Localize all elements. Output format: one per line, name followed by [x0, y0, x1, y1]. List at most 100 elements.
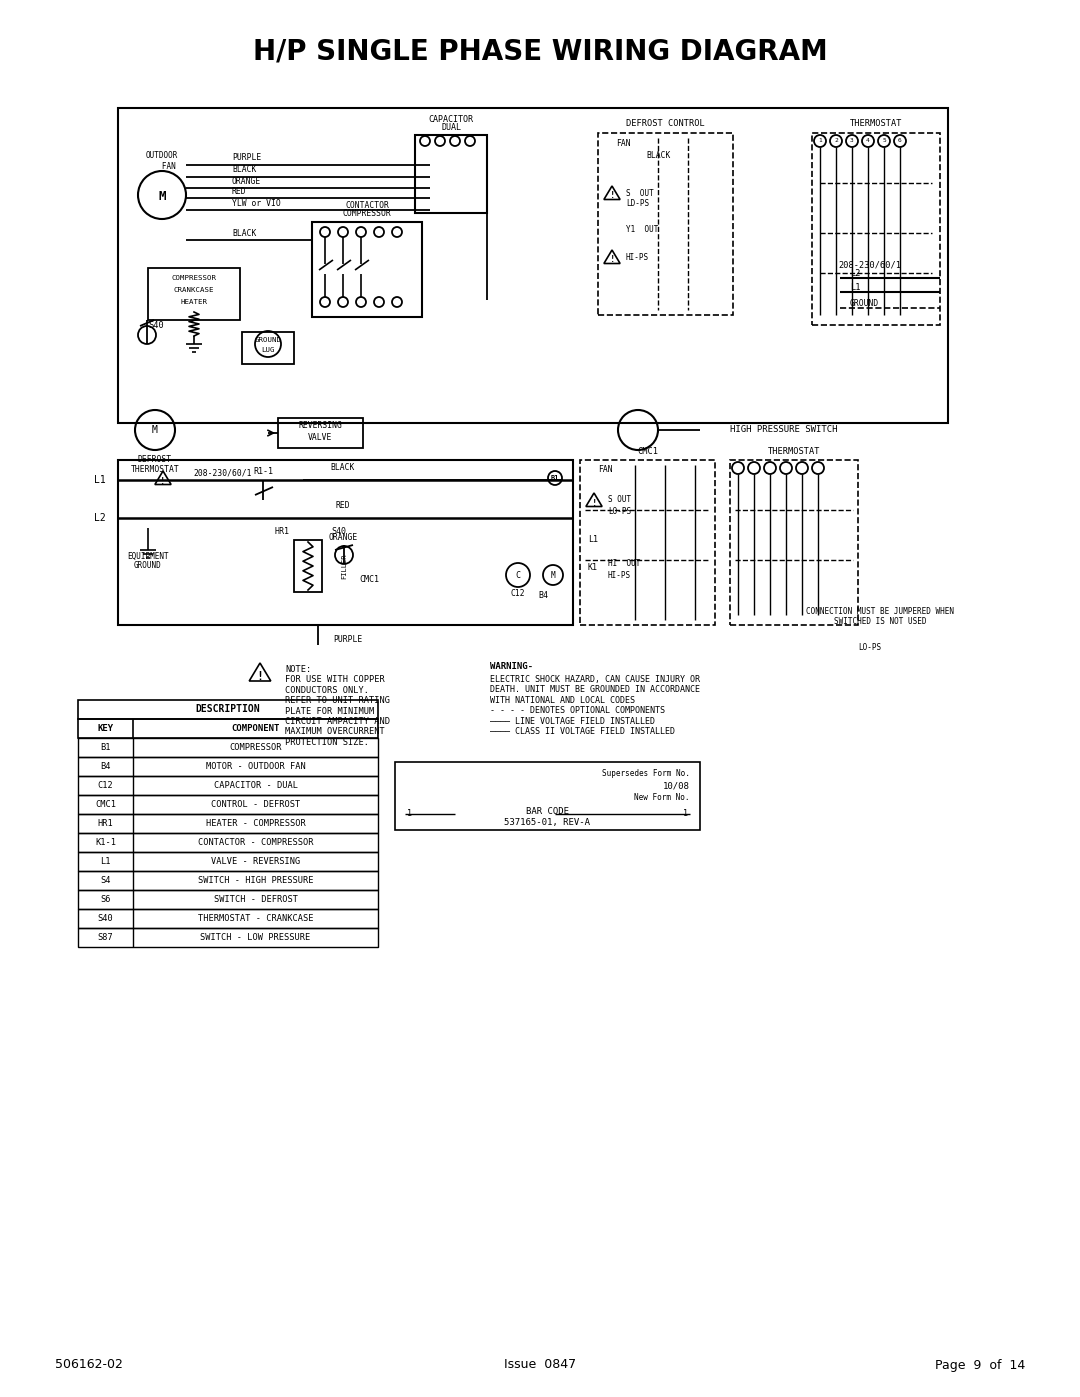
- Text: !: !: [609, 191, 615, 201]
- Bar: [78, 700, 378, 719]
- Text: HI-PS: HI-PS: [626, 253, 649, 261]
- Text: L2: L2: [850, 270, 861, 278]
- Text: M: M: [159, 190, 165, 204]
- Bar: [395, 761, 700, 830]
- Text: YLW or VIO: YLW or VIO: [232, 198, 281, 208]
- Bar: [78, 814, 378, 833]
- Text: THERMOSTAT - CRANKCASE: THERMOSTAT - CRANKCASE: [198, 914, 313, 923]
- Text: RED: RED: [336, 500, 350, 510]
- Text: PURPLE: PURPLE: [232, 154, 261, 162]
- Text: COMPRESSOR: COMPRESSOR: [342, 210, 391, 218]
- Text: COMPONENT: COMPONENT: [231, 724, 280, 733]
- Bar: [294, 541, 322, 592]
- Bar: [78, 757, 378, 775]
- Text: THERMOSTAT: THERMOSTAT: [768, 447, 820, 455]
- Text: KEY: KEY: [97, 724, 113, 733]
- Text: 4: 4: [866, 138, 869, 144]
- Bar: [78, 852, 378, 870]
- Text: ORANGE: ORANGE: [328, 534, 357, 542]
- Text: LD-PS: LD-PS: [626, 198, 649, 208]
- Bar: [148, 268, 240, 320]
- Bar: [812, 133, 940, 326]
- Text: ELECTRIC SHOCK HAZARD, CAN CAUSE INJURY OR
DEATH. UNIT MUST BE GROUNDED IN ACCOR: ELECTRIC SHOCK HAZARD, CAN CAUSE INJURY …: [490, 675, 700, 736]
- Text: LO-PS: LO-PS: [859, 644, 881, 652]
- Text: DUAL: DUAL: [441, 123, 461, 131]
- Text: LUG: LUG: [261, 346, 274, 353]
- Text: WARNING-: WARNING-: [490, 662, 534, 671]
- Bar: [415, 136, 487, 212]
- Text: FILLER: FILLER: [341, 553, 347, 578]
- Text: 1: 1: [407, 809, 411, 819]
- Text: HR1: HR1: [274, 528, 289, 536]
- Text: Issue  0847: Issue 0847: [504, 1358, 576, 1372]
- Text: B4: B4: [100, 761, 111, 771]
- Text: THERMOSTAT: THERMOSTAT: [850, 120, 902, 129]
- Text: R1-1: R1-1: [253, 468, 273, 476]
- Text: CAPACITOR - DUAL: CAPACITOR - DUAL: [214, 781, 297, 789]
- Bar: [242, 332, 294, 365]
- Text: OUTDOOR
   FAN: OUTDOOR FAN: [146, 151, 178, 170]
- Text: REVERSING: REVERSING: [298, 422, 342, 430]
- Text: FAN: FAN: [616, 138, 631, 148]
- Text: VALVE - REVERSING: VALVE - REVERSING: [211, 856, 300, 866]
- Text: RED: RED: [232, 187, 246, 196]
- Text: LO-PS: LO-PS: [608, 507, 631, 517]
- Text: HI  OUT: HI OUT: [608, 560, 640, 569]
- Bar: [78, 833, 378, 852]
- Text: 3: 3: [850, 138, 854, 144]
- Text: ORANGE: ORANGE: [232, 176, 261, 186]
- Text: CMC1: CMC1: [359, 576, 379, 584]
- Text: 5: 5: [882, 138, 886, 144]
- Text: COMPRESSOR: COMPRESSOR: [229, 743, 282, 752]
- Text: SWITCH - DEFROST: SWITCH - DEFROST: [214, 895, 297, 904]
- Text: MOTOR - OUTDOOR FAN: MOTOR - OUTDOOR FAN: [205, 761, 306, 771]
- Text: GROUND: GROUND: [850, 299, 879, 309]
- Text: HR1: HR1: [97, 819, 113, 828]
- Text: PURPLE: PURPLE: [334, 636, 363, 644]
- Text: BLACK: BLACK: [232, 165, 256, 175]
- Bar: [278, 418, 363, 448]
- Text: L2: L2: [94, 513, 106, 522]
- Text: !: !: [592, 499, 596, 507]
- Bar: [78, 870, 378, 890]
- Bar: [580, 460, 715, 624]
- Text: HEATER - COMPRESSOR: HEATER - COMPRESSOR: [205, 819, 306, 828]
- Text: GROUND: GROUND: [134, 562, 162, 570]
- Text: 208-230/60/1: 208-230/60/1: [838, 260, 902, 270]
- Text: C: C: [515, 570, 521, 580]
- Text: C12: C12: [511, 588, 525, 598]
- Text: L1: L1: [100, 856, 111, 866]
- Text: CMC1: CMC1: [637, 447, 658, 455]
- Bar: [118, 460, 573, 624]
- Text: 1: 1: [683, 809, 688, 819]
- Text: Page  9  of  14: Page 9 of 14: [935, 1358, 1025, 1372]
- Text: S OUT: S OUT: [608, 496, 631, 504]
- Text: SWITCHED IS NOT USED: SWITCHED IS NOT USED: [834, 617, 927, 626]
- Text: CONTROL - DEFROST: CONTROL - DEFROST: [211, 800, 300, 809]
- Bar: [118, 108, 948, 423]
- Text: 537165-01, REV-A: 537165-01, REV-A: [504, 819, 591, 827]
- Text: S40: S40: [332, 528, 347, 536]
- Bar: [78, 928, 378, 947]
- Text: S4: S4: [100, 876, 111, 886]
- Text: S40: S40: [148, 320, 164, 330]
- Text: 2: 2: [834, 138, 838, 144]
- Text: M: M: [551, 570, 555, 580]
- Text: K1-1: K1-1: [95, 838, 116, 847]
- Text: 506162-02: 506162-02: [55, 1358, 123, 1372]
- Bar: [78, 890, 378, 909]
- Text: HI-PS: HI-PS: [608, 571, 631, 581]
- Text: BLACK: BLACK: [646, 151, 671, 159]
- Text: GROUND: GROUND: [255, 337, 282, 344]
- Text: !: !: [160, 476, 165, 486]
- Text: L1: L1: [94, 475, 106, 485]
- Text: S  OUT: S OUT: [626, 189, 653, 197]
- Text: CONNECTION MUST BE JUMPERED WHEN: CONNECTION MUST BE JUMPERED WHEN: [806, 608, 954, 616]
- Text: S40: S40: [97, 914, 113, 923]
- Text: CONTACTOR - COMPRESSOR: CONTACTOR - COMPRESSOR: [198, 838, 313, 847]
- Text: S87: S87: [97, 933, 113, 942]
- Text: CMC1: CMC1: [95, 800, 116, 809]
- Text: B1: B1: [551, 475, 559, 481]
- Text: CAPACITOR: CAPACITOR: [429, 115, 473, 123]
- Text: FAN: FAN: [598, 465, 612, 475]
